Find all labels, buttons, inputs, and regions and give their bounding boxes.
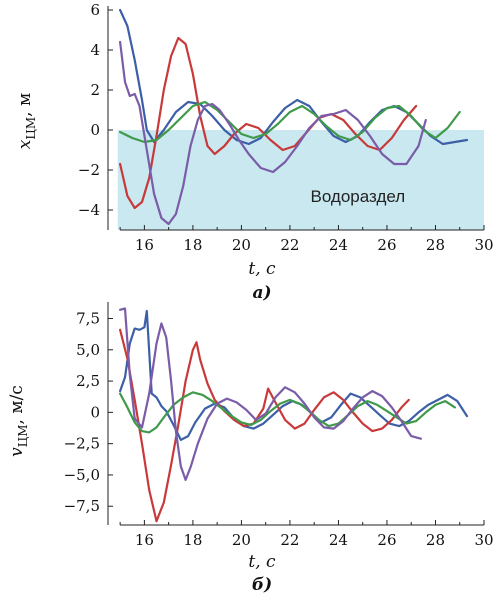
y-axis-title: xЦМ, м bbox=[15, 93, 38, 149]
series-line-3 bbox=[119, 100, 461, 144]
x-tick-label: 24 bbox=[329, 531, 348, 549]
y-tick-label: 7,5 bbox=[76, 310, 100, 328]
y-tick-label: −2 bbox=[78, 161, 100, 179]
y-tick-label: −2,5 bbox=[64, 435, 100, 453]
series-line-1 bbox=[119, 8, 469, 146]
y-tick-label: 0 bbox=[90, 403, 100, 421]
panel-label: б) bbox=[252, 575, 272, 595]
series-line-4 bbox=[119, 40, 427, 226]
series-line-3 bbox=[119, 391, 456, 434]
watershed-region bbox=[117, 130, 485, 230]
watershed-label: Водораздел bbox=[311, 187, 406, 206]
y-axis-title-main: x bbox=[15, 139, 35, 149]
y-tick-label: 2 bbox=[90, 81, 100, 99]
series-line-4 bbox=[119, 307, 422, 481]
x-tick-label: 18 bbox=[183, 236, 202, 254]
x-tick-label: 26 bbox=[377, 531, 396, 549]
panel-label: а) bbox=[252, 283, 271, 303]
y-tick-label: 2,5 bbox=[76, 372, 100, 390]
x-tick-label: 16 bbox=[135, 531, 154, 549]
y-tick-label: −4 bbox=[78, 201, 100, 219]
x-axis-title: t, с bbox=[248, 259, 276, 279]
x-tick-label: 20 bbox=[232, 236, 251, 254]
series-line-2 bbox=[119, 328, 410, 523]
x-tick-label: 24 bbox=[329, 236, 348, 254]
x-tick-label: 26 bbox=[377, 236, 396, 254]
y-tick-label: 0 bbox=[90, 121, 100, 139]
x-tick-label: 28 bbox=[426, 531, 445, 549]
y-axis-title-sub: ЦМ bbox=[24, 117, 38, 140]
y-axis-title-unit: , м bbox=[15, 93, 35, 117]
x-tick-label: 30 bbox=[474, 236, 493, 254]
y-tick-label: 4 bbox=[90, 41, 100, 59]
y-axis-title: vЦМ, м/с bbox=[7, 385, 30, 457]
x-tick-label: 28 bbox=[426, 236, 445, 254]
y-axis-title-unit: , м/с bbox=[7, 385, 27, 424]
x-tick-label: 30 bbox=[474, 531, 493, 549]
chart-panel-b: 16 18 20 22 24 26 28 30 −7,5 −5,0 −2,5 0 2,5 5,0 7,5 t,… bbox=[7, 302, 493, 595]
x-tick-label: 22 bbox=[280, 236, 299, 254]
x-tick-label: 22 bbox=[280, 531, 299, 549]
y-axis-title-main: v bbox=[7, 447, 27, 457]
x-tick-label: 18 bbox=[183, 531, 202, 549]
y-tick-label: −7,5 bbox=[64, 497, 100, 515]
x-tick-label: 20 bbox=[232, 531, 251, 549]
y-tick-label: −5,0 bbox=[64, 466, 100, 484]
y-axis-title-sub: ЦМ bbox=[16, 424, 30, 447]
y-tick-label: 6 bbox=[90, 1, 100, 19]
x-axis-title: t, с bbox=[248, 552, 276, 572]
y-tick-label: 5,0 bbox=[76, 341, 100, 359]
series-line-1 bbox=[119, 309, 469, 441]
x-tick-label: 16 bbox=[135, 236, 154, 254]
